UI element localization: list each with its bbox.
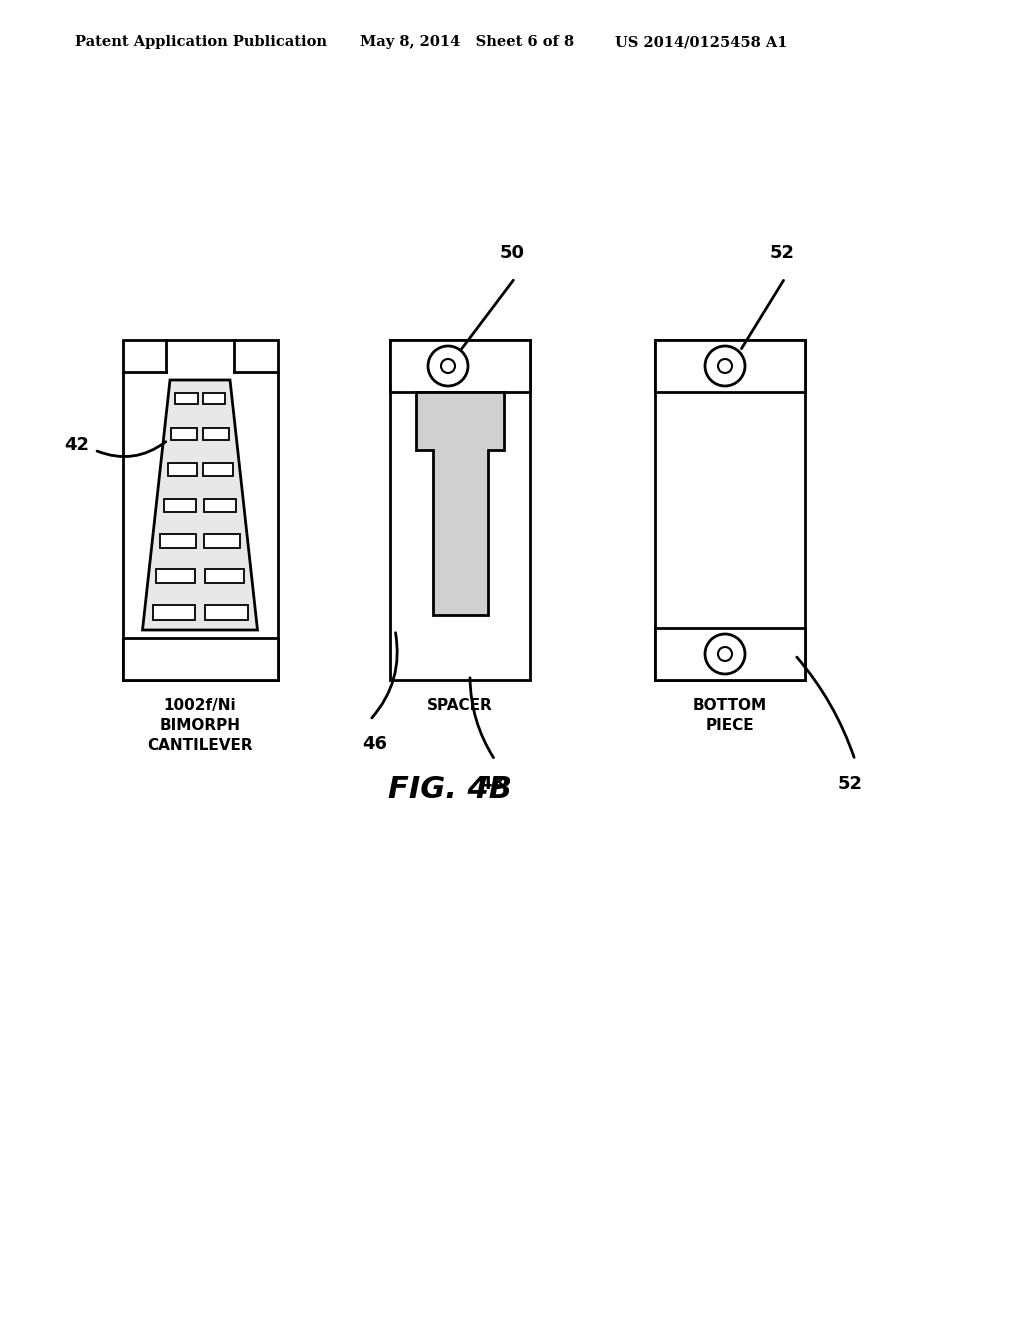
Text: 48: 48 <box>479 775 505 793</box>
Text: 52: 52 <box>769 244 795 261</box>
Text: 52: 52 <box>838 775 862 793</box>
Polygon shape <box>416 392 504 615</box>
Bar <box>203 428 228 440</box>
Bar <box>204 533 240 548</box>
Bar <box>203 392 225 404</box>
Bar <box>390 341 530 392</box>
Bar <box>164 499 197 511</box>
Text: FIG. 4B: FIG. 4B <box>388 776 512 804</box>
Bar <box>655 341 805 680</box>
Bar <box>123 341 278 680</box>
Bar <box>160 533 196 548</box>
Bar <box>205 605 248 619</box>
Text: 46: 46 <box>362 735 387 752</box>
Circle shape <box>441 359 455 374</box>
Bar <box>205 569 244 583</box>
Circle shape <box>718 647 732 661</box>
Text: Patent Application Publication: Patent Application Publication <box>75 36 327 49</box>
Text: BOTTOM
PIECE: BOTTOM PIECE <box>693 698 767 733</box>
Bar <box>204 499 237 511</box>
Text: 50: 50 <box>500 244 524 261</box>
Text: SPACER: SPACER <box>427 698 493 713</box>
Bar <box>153 605 195 619</box>
Circle shape <box>718 359 732 374</box>
Bar <box>168 463 197 475</box>
Bar <box>655 628 805 680</box>
Bar <box>157 569 196 583</box>
Polygon shape <box>142 380 257 630</box>
Text: 1002f/Ni
BIMORPH
CANTILEVER: 1002f/Ni BIMORPH CANTILEVER <box>147 698 253 752</box>
Bar <box>123 638 278 680</box>
Bar <box>175 392 198 404</box>
Bar <box>655 341 805 392</box>
Bar <box>204 463 232 475</box>
Circle shape <box>428 346 468 385</box>
Text: May 8, 2014   Sheet 6 of 8: May 8, 2014 Sheet 6 of 8 <box>360 36 574 49</box>
Circle shape <box>705 346 745 385</box>
Circle shape <box>705 634 745 675</box>
Text: 42: 42 <box>65 436 89 454</box>
Bar <box>390 341 530 680</box>
Bar <box>171 428 197 440</box>
Text: US 2014/0125458 A1: US 2014/0125458 A1 <box>615 36 787 49</box>
